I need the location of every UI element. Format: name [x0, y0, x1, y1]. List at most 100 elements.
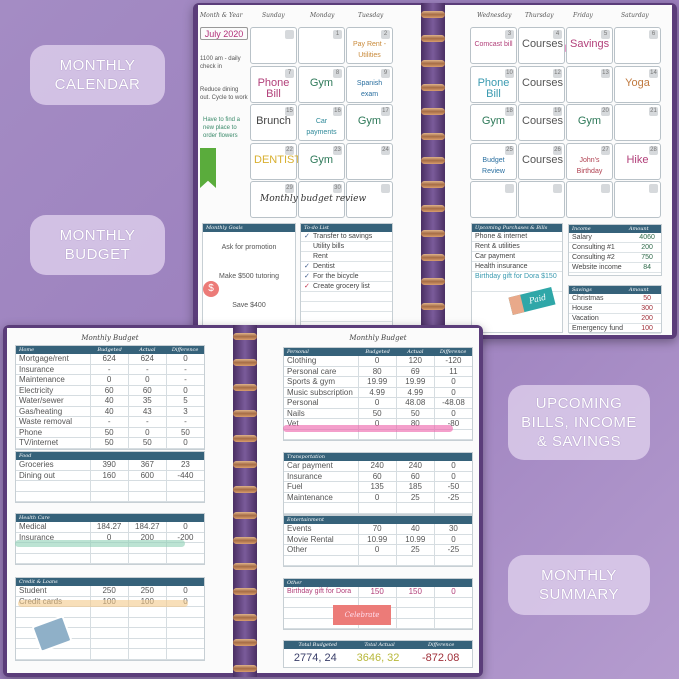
calendar-day-cell[interactable]: 19 Courses [518, 104, 565, 141]
budget-row: Personal 0 48.08 -48.08 [284, 398, 472, 409]
expense-value: 5 [165, 396, 204, 406]
label-line: & SAVINGS [536, 433, 622, 450]
calendar-day-cell[interactable]: 9 Spanish exam [346, 65, 393, 103]
spiral-ring [233, 384, 257, 392]
budget-row: Fuel 135 185 -50 [284, 482, 472, 493]
checkmark-icon: ✓ [304, 263, 310, 270]
calendar-day-cell[interactable]: 28 Hike [614, 142, 661, 180]
day-note: Gym [577, 115, 602, 127]
expense-label [16, 554, 90, 564]
calendar-day-cell[interactable] [346, 181, 393, 218]
column-header: Actual [139, 347, 156, 353]
income-row: Consulting #1 200 [569, 243, 661, 253]
calendar-day-cell[interactable]: 18 Gym [470, 104, 517, 141]
savings-amount: 300 [641, 305, 653, 312]
calendar-day-cell[interactable] [614, 181, 661, 218]
expense-value: 184.27 [127, 522, 166, 532]
totals-header-cell: Total Budgeted [298, 642, 338, 648]
todo-item[interactable]: ✓ Transfer to savings [301, 232, 392, 242]
calendar-day-cell[interactable]: 10 Phone Bill [470, 65, 517, 103]
expense-value [433, 429, 472, 439]
calendar-day-cell[interactable]: 23 Gym [298, 142, 345, 180]
calendar-day-cell[interactable]: 26 Courses [518, 142, 565, 180]
calendar-day-cell[interactable]: 7 Phone Bill [250, 65, 297, 103]
column-header [91, 578, 129, 586]
calendar-day-cell[interactable]: 2 Pay Rent - Utilities [346, 27, 393, 64]
calendar-day-cell[interactable] [250, 27, 297, 64]
calendar-day-cell[interactable]: 5 Savings [566, 27, 613, 64]
calendar-day-cell[interactable]: 30 [298, 181, 345, 218]
day-number: 21 [649, 107, 658, 116]
calendar-day-cell[interactable]: 4 Courses [518, 27, 565, 64]
expense-value: - [127, 417, 166, 427]
expense-value: 60 [357, 471, 396, 481]
expense-value: 0 [357, 492, 396, 502]
budget-table: Entertainment Events 70 40 30 Movie Rental 10.… [283, 515, 473, 567]
spiral-ring [233, 511, 257, 519]
expense-value: 185 [395, 482, 434, 492]
income-row: Consulting #2 750 [569, 253, 661, 263]
calendar-day-cell[interactable]: 21 [614, 104, 661, 141]
calendar-day-cell[interactable]: 22 DENTIST [250, 142, 301, 180]
spiral-ring [421, 205, 445, 213]
expense-value: 25 [395, 492, 434, 502]
label-line: CALENDAR [54, 76, 141, 93]
day-note: Courses [522, 38, 563, 50]
expense-value: - [89, 364, 128, 374]
expense-value: 40 [89, 406, 128, 416]
todo-item[interactable]: ✓ Dentist [301, 262, 392, 272]
calendar-day-cell[interactable]: 25 Budget Review [470, 142, 517, 180]
column-header: Transportation [287, 454, 325, 460]
todo-item[interactable]: ✓ For the bicycle [301, 272, 392, 282]
budget-row [284, 555, 472, 566]
expense-label [16, 481, 90, 491]
spiral-ring [233, 486, 257, 494]
calendar-day-cell[interactable]: 3 Comcast bill [470, 27, 517, 64]
calendar-day-cell[interactable]: 8 Gym [298, 65, 345, 103]
expense-value: 0 [127, 427, 166, 437]
budget-row: Events 70 40 30 [284, 524, 472, 535]
day-number: 3 [505, 30, 514, 39]
expense-value: 624 [89, 354, 128, 364]
calendar-day-cell[interactable]: 14 Yoga [614, 65, 661, 103]
calendar-day-cell[interactable]: 16 Car payments [298, 104, 345, 141]
column-header: Difference [439, 349, 467, 355]
calendar-day-cell[interactable]: 27 John's Birthday [566, 142, 613, 180]
calendar-day-cell[interactable]: 17 Gym [346, 104, 393, 141]
todo-item[interactable]: Utility bills [301, 242, 392, 252]
calendar-day-cell[interactable]: 15 Brunch [250, 104, 297, 141]
spiral-ring [233, 358, 257, 366]
expense-value: 60 [395, 471, 434, 481]
savings-amount: 200 [641, 315, 653, 322]
expense-value: 0 [127, 375, 166, 385]
expense-label: Fuel [287, 482, 303, 491]
budget-row [16, 481, 204, 492]
income-header-cell: Amount [628, 226, 649, 232]
calendar-day-cell[interactable] [470, 181, 517, 218]
expense-value [165, 628, 204, 638]
todo-item[interactable]: Rent [301, 252, 392, 262]
expense-value: 0 [89, 532, 128, 542]
budget-row: Nails 50 50 0 [284, 408, 472, 419]
calendar-day-cell[interactable]: 12 Courses [518, 65, 565, 103]
day-note: Phone Bill [477, 76, 510, 100]
calendar-day-cell[interactable]: 1 [298, 27, 345, 64]
calendar-day-cell[interactable] [566, 181, 613, 218]
savings-label: House [572, 305, 593, 312]
expense-value: 240 [395, 461, 434, 471]
day-note: Gym [357, 115, 382, 127]
blank-line [301, 292, 392, 302]
calendar-day-cell[interactable]: 20 Gym [566, 104, 613, 141]
budget-table: Transportation Car payment 240 240 0 Insuranc… [283, 452, 473, 515]
calendar-day-cell[interactable]: 29 [250, 181, 297, 218]
highlighter-mark [283, 425, 453, 432]
calendar-day-cell[interactable] [518, 181, 565, 218]
expense-value [433, 555, 472, 565]
todo-item[interactable]: ✓ Create grocery list [301, 282, 392, 292]
day-note: Budget Review [482, 156, 505, 175]
calendar-day-cell[interactable]: 6 [614, 27, 661, 64]
calendar-day-cell[interactable]: 13 [566, 65, 613, 103]
calendar-day-cell[interactable]: 24 [346, 142, 393, 180]
expense-value [433, 618, 472, 628]
label-line: MONTHLY [541, 567, 617, 584]
